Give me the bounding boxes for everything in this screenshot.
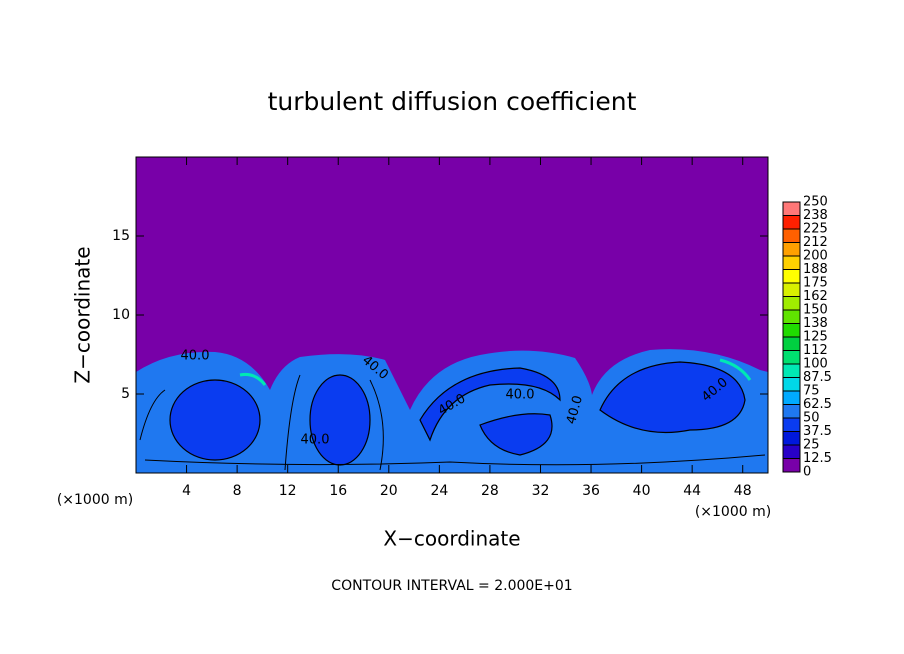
colorbar-band [783, 377, 800, 391]
colorbar-band [783, 337, 800, 351]
colorbar-band [783, 391, 800, 405]
colorbar-band [783, 242, 800, 256]
colorbar-band [783, 296, 800, 310]
colorbar-band [783, 202, 800, 216]
colorbar-label: 112 [803, 343, 828, 358]
colorbar-band [783, 256, 800, 270]
x-tick-label: 44 [683, 483, 701, 499]
colorbar-band [783, 404, 800, 418]
colorbar-label: 238 [803, 208, 828, 223]
y-tick-label: 15 [112, 228, 130, 244]
colorbar-label: 162 [803, 289, 828, 304]
x-tick-label: 12 [279, 483, 297, 499]
colorbar-band [783, 310, 800, 324]
colorbar-band [783, 458, 800, 472]
colorbar-band [783, 445, 800, 459]
chart-title: turbulent diffusion coefficient [268, 87, 637, 116]
x-tick-label: 8 [233, 483, 242, 499]
colorbar-label: 250 [803, 195, 828, 210]
x-tick-label: 40 [633, 483, 651, 499]
colorbar-label: 138 [803, 316, 828, 331]
contour-label: 40.0 [301, 433, 330, 448]
colorbar-label: 175 [803, 276, 828, 291]
colorbar-band [783, 283, 800, 297]
colorbar-band [783, 364, 800, 378]
contour-label: 40.0 [506, 388, 535, 403]
colorbar-label: 188 [803, 262, 828, 277]
colorbar-label: 37.5 [803, 424, 832, 439]
colorbar-band [783, 215, 800, 229]
contour-field: 40.040.040.040.0 40.040.040.0 [136, 157, 768, 473]
colorbar-label: 150 [803, 303, 828, 318]
x-tick-label: 24 [430, 483, 448, 499]
x-tick-label: 4 [182, 483, 191, 499]
colorbar-label: 100 [803, 357, 828, 372]
colorbar-label: 125 [803, 330, 828, 345]
colorbar-band [783, 431, 800, 445]
colorbar-label: 50 [803, 411, 820, 426]
colorbar-label: 12.5 [803, 451, 832, 466]
x-unit: (×1000 m) [57, 492, 133, 508]
contour-label: 40.0 [181, 349, 210, 364]
colorbar-label: 75 [803, 384, 820, 399]
colorbar-band [783, 229, 800, 243]
x-axis-label: X−coordinate [383, 527, 520, 551]
colorbar-band [783, 350, 800, 364]
colorbar-band [783, 323, 800, 337]
colorbar-label: 200 [803, 249, 828, 264]
colorbar-label: 87.5 [803, 370, 832, 385]
colorbar-label: 62.5 [803, 397, 832, 412]
y-tick-label: 10 [112, 307, 130, 323]
colorbar-band [783, 418, 800, 432]
x-tick-label: 36 [582, 483, 600, 499]
x-tick-label: 32 [532, 483, 550, 499]
x-tick-label: 16 [329, 483, 347, 499]
colorbar-label: 225 [803, 222, 828, 237]
colorbar-label: 212 [803, 235, 828, 250]
y-axis-label: Z−coordinate [71, 246, 95, 383]
y-tick-label: 5 [121, 386, 130, 402]
colorbar-band [783, 269, 800, 283]
x-tick-label: 48 [734, 483, 752, 499]
x-tick-label: 28 [481, 483, 499, 499]
x-unit-right: (×1000 m) [695, 504, 771, 520]
x-tick-label: 20 [380, 483, 398, 499]
colorbar-label: 25 [803, 438, 820, 453]
footnote: CONTOUR INTERVAL = 2.000E+01 [331, 578, 572, 594]
contour-label: 40.0 [564, 394, 586, 426]
colorbar-label: 0 [803, 465, 811, 480]
